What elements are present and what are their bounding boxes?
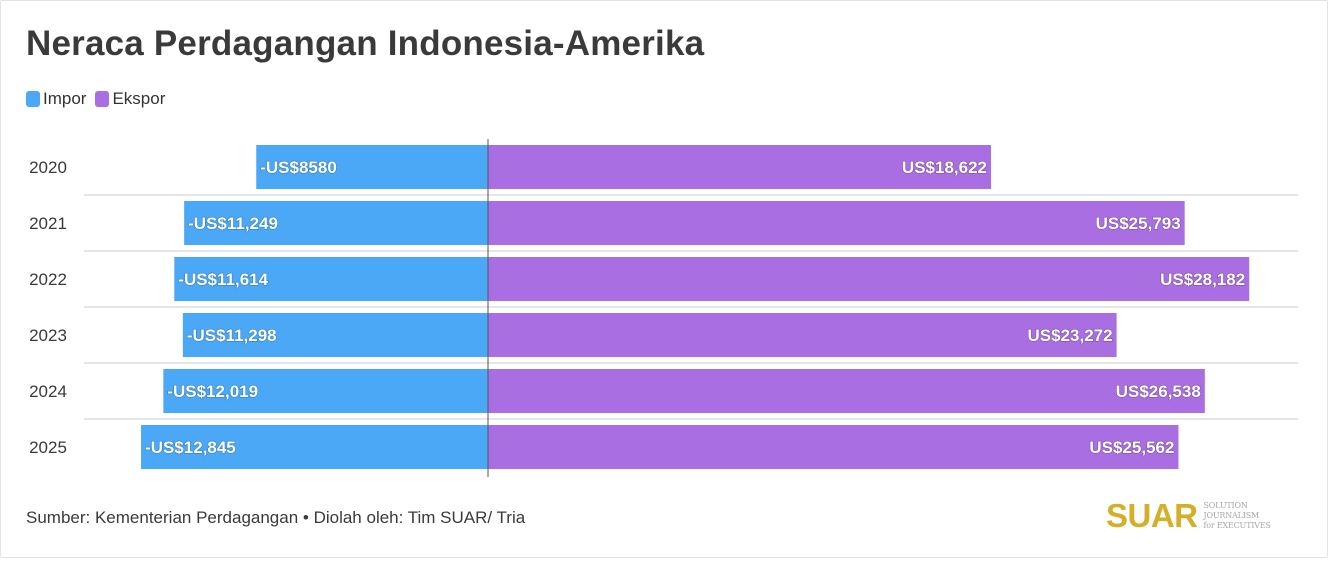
bar-label-impor-2022: -US$11,614 [178,270,268,289]
bar-impor-2025 [141,425,488,469]
bar-ekspor-2024 [488,369,1205,413]
year-label-2021: 2021 [29,214,67,233]
bar-ekspor-2020 [488,145,991,189]
bar-ekspor-2021 [488,201,1185,245]
bar-impor-2024 [163,369,488,413]
chart-title: Neraca Perdagangan Indonesia-Amerika [26,24,705,63]
bar-label-ekspor-2022: US$28,182 [1160,270,1245,289]
year-label-2022: 2022 [29,270,67,289]
bar-ekspor-2025 [488,425,1179,469]
bar-ekspor-2023 [488,313,1117,357]
year-label-2023: 2023 [29,326,67,345]
bar-label-impor-2020: -US$8580 [260,158,337,177]
logo-tagline-line-1: SOLUTION JOURNALISM [1203,500,1260,520]
bar-label-ekspor-2023: US$23,272 [1028,326,1113,345]
year-label-2025: 2025 [29,438,67,457]
year-label-2020: 2020 [29,158,67,177]
bar-label-impor-2025: -US$12,845 [145,438,236,457]
bar-impor-2021 [184,201,488,245]
legend: Impor Ekspor [26,89,174,109]
bar-label-impor-2023: -US$11,298 [187,326,277,345]
logo-wordmark: SUAR [1106,497,1198,534]
legend-swatch-ekspor [95,91,110,107]
legend-swatch-impor [26,91,40,107]
bar-label-ekspor-2020: US$18,622 [902,158,987,177]
bar-impor-2020 [256,145,488,189]
legend-item-ekspor: Ekspor [95,89,165,109]
bar-impor-2022 [174,257,488,301]
year-label-2024: 2024 [29,382,67,401]
logo-tagline-line-2: for EXECUTIVES [1203,520,1271,530]
bar-label-ekspor-2024: US$26,538 [1116,382,1201,401]
bar-label-impor-2024: -US$12,019 [167,382,258,401]
suar-logo: SUAR SOLUTION JOURNALISM for EXECUTIVES [1106,499,1276,532]
logo-tagline: SOLUTION JOURNALISM for EXECUTIVES [1204,501,1276,531]
bar-impor-2023 [182,313,488,357]
legend-item-impor: Impor [26,89,86,109]
legend-label-impor: Impor [43,89,87,108]
bar-ekspor-2022 [488,257,1250,301]
bar-label-ekspor-2021: US$25,793 [1096,214,1181,233]
bar-label-impor-2021: -US$11,249 [188,214,278,233]
source-note: Sumber: Kementerian Perdagangan • Diolah… [26,508,526,527]
bar-label-ekspor-2025: US$25,562 [1089,438,1174,457]
legend-label-ekspor: Ekspor [112,89,166,108]
